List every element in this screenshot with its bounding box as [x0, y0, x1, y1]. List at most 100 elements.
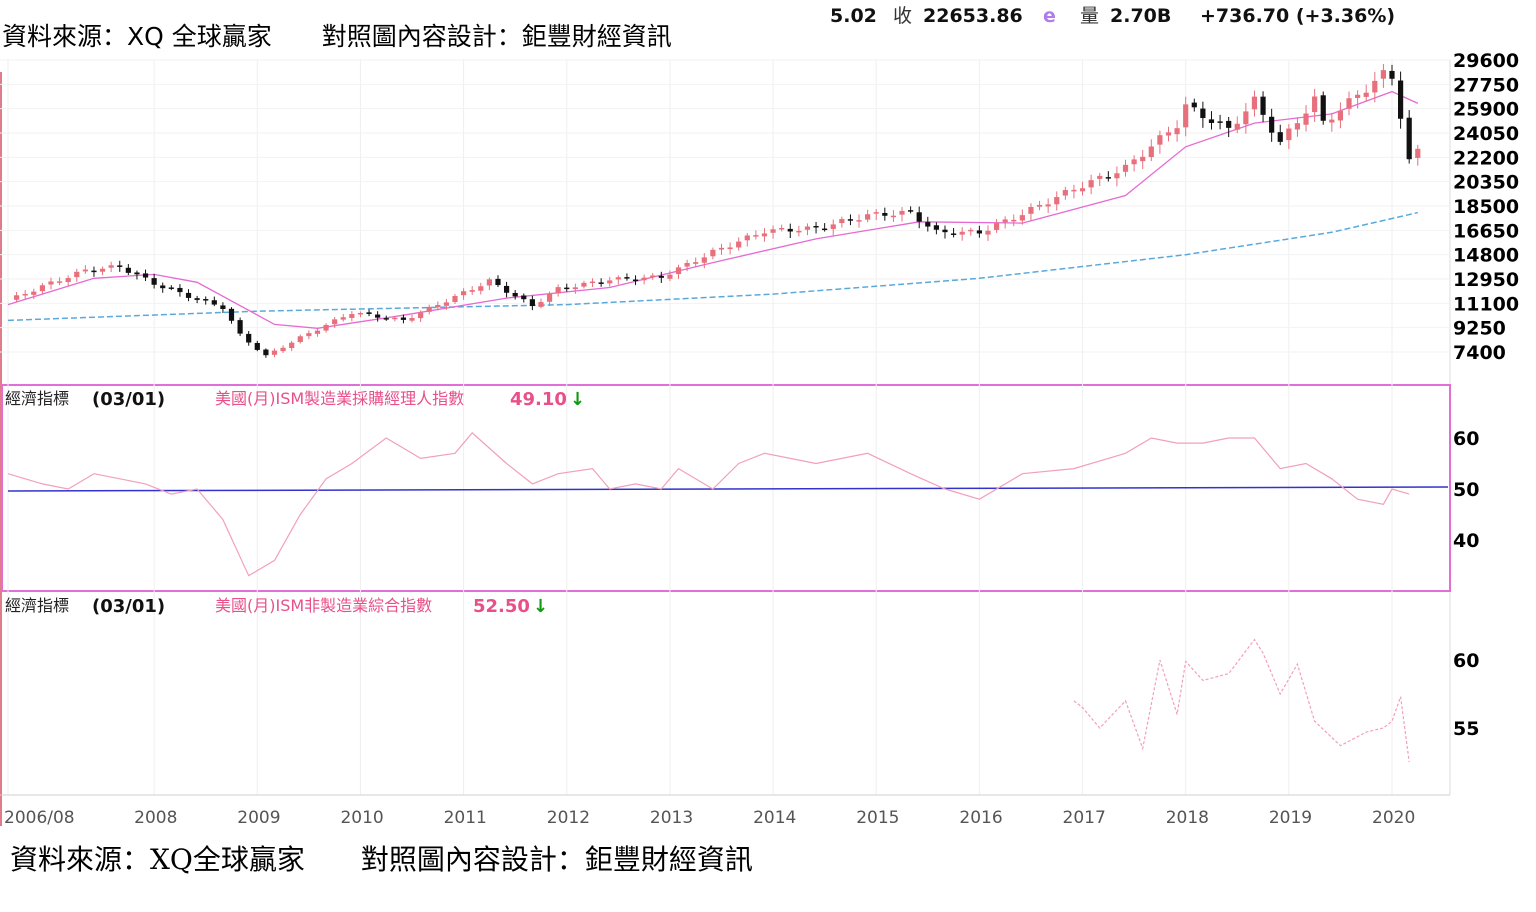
- y-tick-label: 25900: [1453, 99, 1519, 121]
- candle-body: [1260, 96, 1266, 115]
- candle-body: [1062, 190, 1068, 196]
- candle-body: [503, 285, 510, 293]
- y-tick-label: 12950: [1453, 269, 1519, 291]
- candle-body: [667, 274, 673, 279]
- candle-body: [31, 291, 37, 295]
- candle-body: [1088, 180, 1094, 188]
- candle-body: [1148, 146, 1154, 158]
- candle-body: [581, 282, 587, 287]
- candle-body: [779, 227, 785, 230]
- manufacturing-panel-frame: [1, 384, 1451, 592]
- pmi-y-tick-label: 50: [1453, 479, 1479, 501]
- candle-body: [856, 220, 862, 222]
- candle-body: [1200, 108, 1206, 119]
- x-tick-label: 2011: [444, 808, 487, 828]
- candle-body: [13, 295, 20, 300]
- candle-body: [375, 314, 381, 318]
- y-tick-label: 11100: [1453, 293, 1519, 315]
- candle-body: [203, 299, 209, 301]
- candle-body: [1011, 219, 1017, 222]
- candle-body: [426, 306, 432, 312]
- candle-body: [323, 324, 329, 331]
- candle-body: [1329, 119, 1335, 123]
- candle-body: [142, 273, 149, 278]
- nonmanufacturing-index-line: [1073, 638, 1410, 763]
- candle-body: [280, 347, 286, 352]
- candle-body: [624, 277, 630, 279]
- candle-body: [211, 300, 217, 305]
- candle-body: [1045, 204, 1051, 207]
- candle-body: [461, 291, 467, 296]
- candle-body: [744, 235, 750, 241]
- volume-label: 量: [1080, 5, 1099, 27]
- candle-body: [1277, 132, 1283, 142]
- candle-body: [56, 281, 63, 283]
- candle-body: [125, 267, 131, 273]
- header-source-note: 資料來源：XQ 全球贏家 對照圖內容設計：鉅豐財經資訊: [2, 22, 672, 51]
- candle-body: [151, 278, 157, 285]
- candle-body: [736, 241, 742, 248]
- candle-body: [693, 262, 699, 264]
- x-tick-label: 2010: [340, 808, 383, 828]
- candle-body: [1114, 173, 1120, 179]
- y-tick-label: 22200: [1453, 147, 1519, 169]
- pmi-y-tick-label: 40: [1453, 530, 1479, 552]
- candle-body: [1406, 117, 1412, 160]
- x-tick-label: 2018: [1166, 808, 1209, 828]
- x-tick-label: 2012: [547, 808, 590, 828]
- candle-body: [796, 230, 802, 233]
- candle-body: [1337, 110, 1344, 121]
- candle-body: [1294, 123, 1301, 130]
- candle-body: [194, 298, 200, 300]
- candle-body: [1019, 215, 1025, 221]
- candle-body: [1002, 219, 1008, 223]
- candle-body: [1226, 120, 1232, 128]
- quote-fragment: 5.02: [830, 5, 877, 27]
- candle-body: [1079, 188, 1086, 192]
- candle-body: [22, 293, 28, 296]
- candle-body: [1303, 113, 1309, 125]
- price-change: +736.70 (+3.36%): [1200, 5, 1395, 27]
- x-tick-label: 2016: [959, 808, 1002, 828]
- candle-body: [1208, 119, 1215, 123]
- candle-body: [108, 265, 114, 268]
- candle-body: [469, 290, 475, 292]
- candle-body: [117, 265, 123, 267]
- manufacturing-series-name: 美國(月)ISM製造業採購經理人指數: [215, 389, 464, 408]
- pmi-50-reference-line: [7, 486, 1449, 492]
- candle-body: [684, 262, 690, 267]
- candle-body: [1346, 98, 1352, 109]
- candle-body: [564, 287, 570, 290]
- candle-body: [332, 319, 338, 325]
- x-tick-label: 2006/08: [4, 808, 75, 828]
- candle-body: [495, 278, 501, 286]
- candle-body: [1380, 70, 1387, 79]
- candle-body: [865, 214, 871, 220]
- candle-body: [873, 212, 879, 214]
- candle-body: [366, 312, 372, 314]
- candle-body: [1122, 164, 1129, 172]
- candle-body: [890, 215, 897, 218]
- candle-body: [959, 231, 965, 235]
- y-tick-label: 27750: [1453, 74, 1519, 96]
- candle-body: [572, 287, 578, 290]
- candle-body: [933, 225, 939, 230]
- candle-body: [1191, 102, 1197, 108]
- candle-body: [968, 229, 974, 232]
- candle-body: [538, 302, 544, 307]
- nmi-y-tick-label: 60: [1453, 650, 1479, 672]
- candle-body: [99, 268, 106, 272]
- candle-body: [134, 272, 140, 275]
- candle-body: [641, 277, 647, 281]
- candle-body: [804, 226, 811, 230]
- candle-body: [228, 308, 235, 321]
- candle-body: [615, 277, 621, 280]
- candle-body: [1105, 177, 1111, 179]
- candle-body: [882, 212, 888, 216]
- candle-body: [246, 333, 252, 343]
- candle-body: [1320, 95, 1326, 121]
- candle-body: [1071, 189, 1077, 192]
- x-tick-label: 2020: [1372, 808, 1415, 828]
- candle-body: [1054, 197, 1060, 205]
